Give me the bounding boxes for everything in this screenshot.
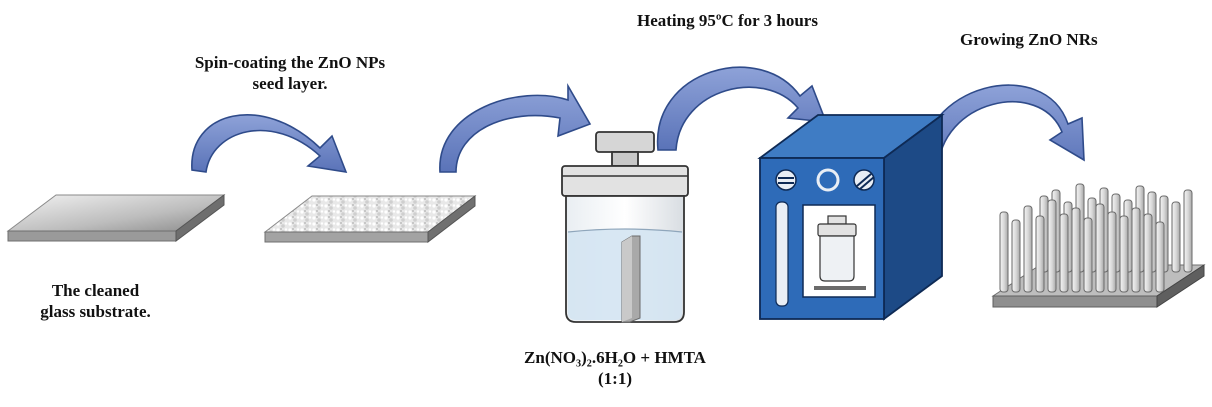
nanorod — [1107, 211, 1117, 293]
step1-label-line2: glass substrate. — [40, 302, 151, 321]
nanorod — [1047, 199, 1057, 293]
step5-label: Growing ZnO NRs — [960, 29, 1098, 50]
step2-label-line2: seed layer. — [252, 74, 328, 93]
curved-arrow-2 — [439, 83, 592, 173]
step3-label-line1: Zn(NO₃)₂.6H₂O + HMTA — [524, 348, 706, 367]
autoclave-jar-icon — [561, 131, 689, 323]
nanorod — [1155, 221, 1165, 293]
nanorod — [1171, 201, 1181, 273]
nanorod — [1183, 189, 1193, 273]
step4-label-text: Heating 95ºC for 3 hours — [637, 11, 818, 30]
nanorod — [1095, 203, 1105, 293]
glass-substrate-icon — [6, 194, 226, 242]
curved-arrow-1 — [191, 114, 348, 174]
nanorod — [1071, 207, 1081, 293]
nanorod — [1011, 219, 1021, 293]
step2-label-line1: Spin-coating the ZnO NPs — [194, 53, 386, 72]
step1-label-line1: The cleaned — [51, 281, 140, 300]
step1-label: The cleaned glass substrate. — [18, 280, 173, 322]
step5-label-text: Growing ZnO NRs — [960, 30, 1098, 49]
nanorod — [1131, 207, 1141, 293]
step3-label: Zn(NO₃)₂.6H₂O + HMTA (1:1) — [445, 347, 785, 389]
nanorod — [1083, 217, 1093, 293]
step2-label: Spin-coating the ZnO NPs seed layer. — [180, 52, 400, 94]
nanorods-icon — [991, 183, 1206, 308]
seeded-substrate-icon — [263, 194, 477, 244]
step3-label-line2: (1:1) — [598, 369, 632, 388]
nanorod — [1143, 213, 1153, 293]
nanorod — [999, 211, 1009, 293]
nanorod — [1059, 213, 1069, 293]
oven-icon — [757, 113, 945, 321]
curved-arrow-3 — [656, 66, 828, 151]
curved-arrow-4 — [919, 84, 1085, 171]
nanorod — [1023, 205, 1033, 293]
nanorod — [1035, 215, 1045, 293]
step4-label: Heating 95ºC for 3 hours — [637, 10, 818, 31]
nanorod — [1119, 215, 1129, 293]
